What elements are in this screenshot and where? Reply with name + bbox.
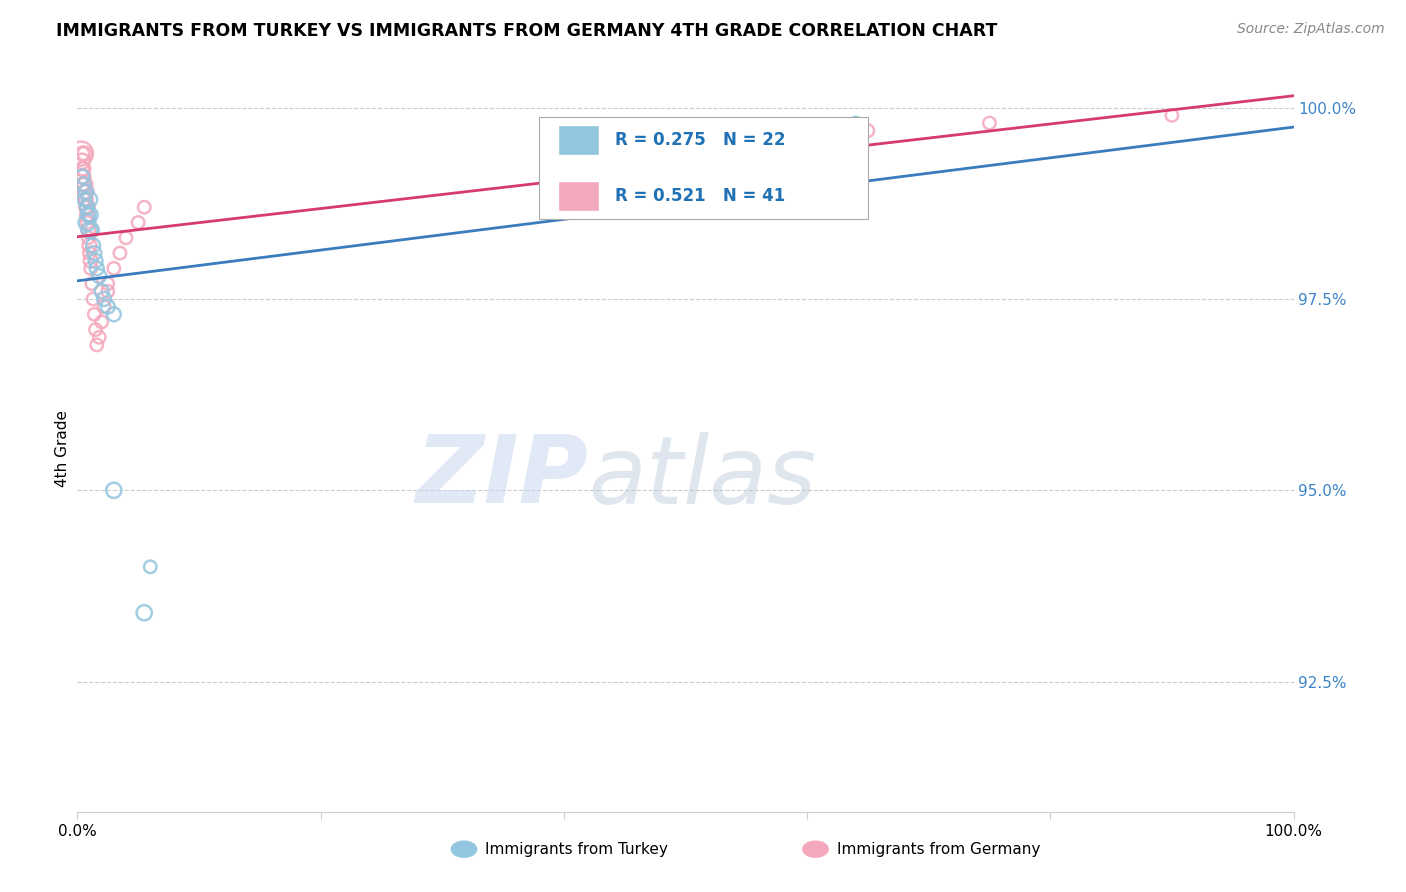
Point (73, 146, 96, 161)
Point (108, 246, 131, 260)
Point (86, 261, 108, 276)
Point (77, 223, 100, 237)
Point (79, 193, 101, 207)
Text: Source: ZipAtlas.com: Source: ZipAtlas.com (1237, 22, 1385, 37)
Text: ZIP: ZIP (415, 432, 588, 524)
Point (84, 253, 107, 268)
Point (73, 185, 96, 199)
FancyBboxPatch shape (540, 118, 868, 219)
Point (82, 292, 104, 306)
Point (89, 330, 111, 344)
Point (97, 277, 120, 291)
Text: IMMIGRANTS FROM TURKEY VS IMMIGRANTS FROM GERMANY 4TH GRADE CORRELATION CHART: IMMIGRANTS FROM TURKEY VS IMMIGRANTS FRO… (56, 22, 998, 40)
Y-axis label: 4th Grade: 4th Grade (55, 409, 70, 487)
Point (134, 606, 156, 620)
Point (115, 231, 138, 245)
Point (70, 146, 93, 161)
Point (73, 178, 96, 192)
Point (127, 215, 149, 229)
Text: R = 0.521   N = 41: R = 0.521 N = 41 (614, 187, 785, 205)
Point (76, 208, 98, 222)
Point (70, 161, 93, 176)
Point (103, 483, 125, 498)
Point (75, 185, 97, 199)
Point (139, 559, 162, 574)
Point (93, 292, 115, 306)
Point (76, 215, 98, 229)
Point (80, 253, 103, 268)
Point (93, 300, 115, 314)
Point (73, 193, 96, 207)
Point (75, 185, 97, 199)
Point (856, 123, 879, 137)
Point (103, 261, 125, 276)
Point (103, 307, 125, 321)
Point (77, 208, 100, 222)
Point (70, 154, 93, 169)
Point (97, 300, 120, 314)
Point (80, 208, 103, 222)
Point (70, 169, 93, 184)
Point (83, 307, 105, 321)
Point (75, 193, 97, 207)
Point (80, 261, 103, 276)
Point (72, 161, 94, 176)
Point (79, 223, 101, 237)
Point (1161, 108, 1184, 122)
Text: R = 0.275   N = 22: R = 0.275 N = 22 (614, 131, 786, 149)
Point (89, 268, 111, 283)
Point (90, 315, 112, 329)
Point (82, 238, 104, 252)
Point (77, 231, 100, 245)
Point (73, 193, 96, 207)
Point (83, 246, 105, 260)
Text: Immigrants from Germany: Immigrants from Germany (837, 842, 1040, 856)
FancyBboxPatch shape (558, 125, 599, 155)
Point (76, 215, 98, 229)
Text: Immigrants from Turkey: Immigrants from Turkey (485, 842, 668, 856)
Point (134, 200, 156, 214)
Point (76, 200, 98, 214)
Point (72, 169, 94, 184)
Point (90, 285, 112, 299)
Point (86, 338, 108, 352)
FancyBboxPatch shape (558, 181, 599, 211)
Point (70, 146, 93, 161)
Point (80, 223, 103, 237)
Point (97, 285, 120, 299)
Point (80, 277, 103, 291)
Point (79, 238, 101, 252)
Point (845, 116, 868, 130)
Point (979, 116, 1001, 130)
Point (72, 178, 94, 192)
Text: atlas: atlas (588, 432, 817, 523)
Point (79, 246, 101, 260)
Point (75, 200, 97, 214)
Point (72, 178, 94, 192)
Point (84, 323, 107, 337)
Point (76, 200, 98, 214)
